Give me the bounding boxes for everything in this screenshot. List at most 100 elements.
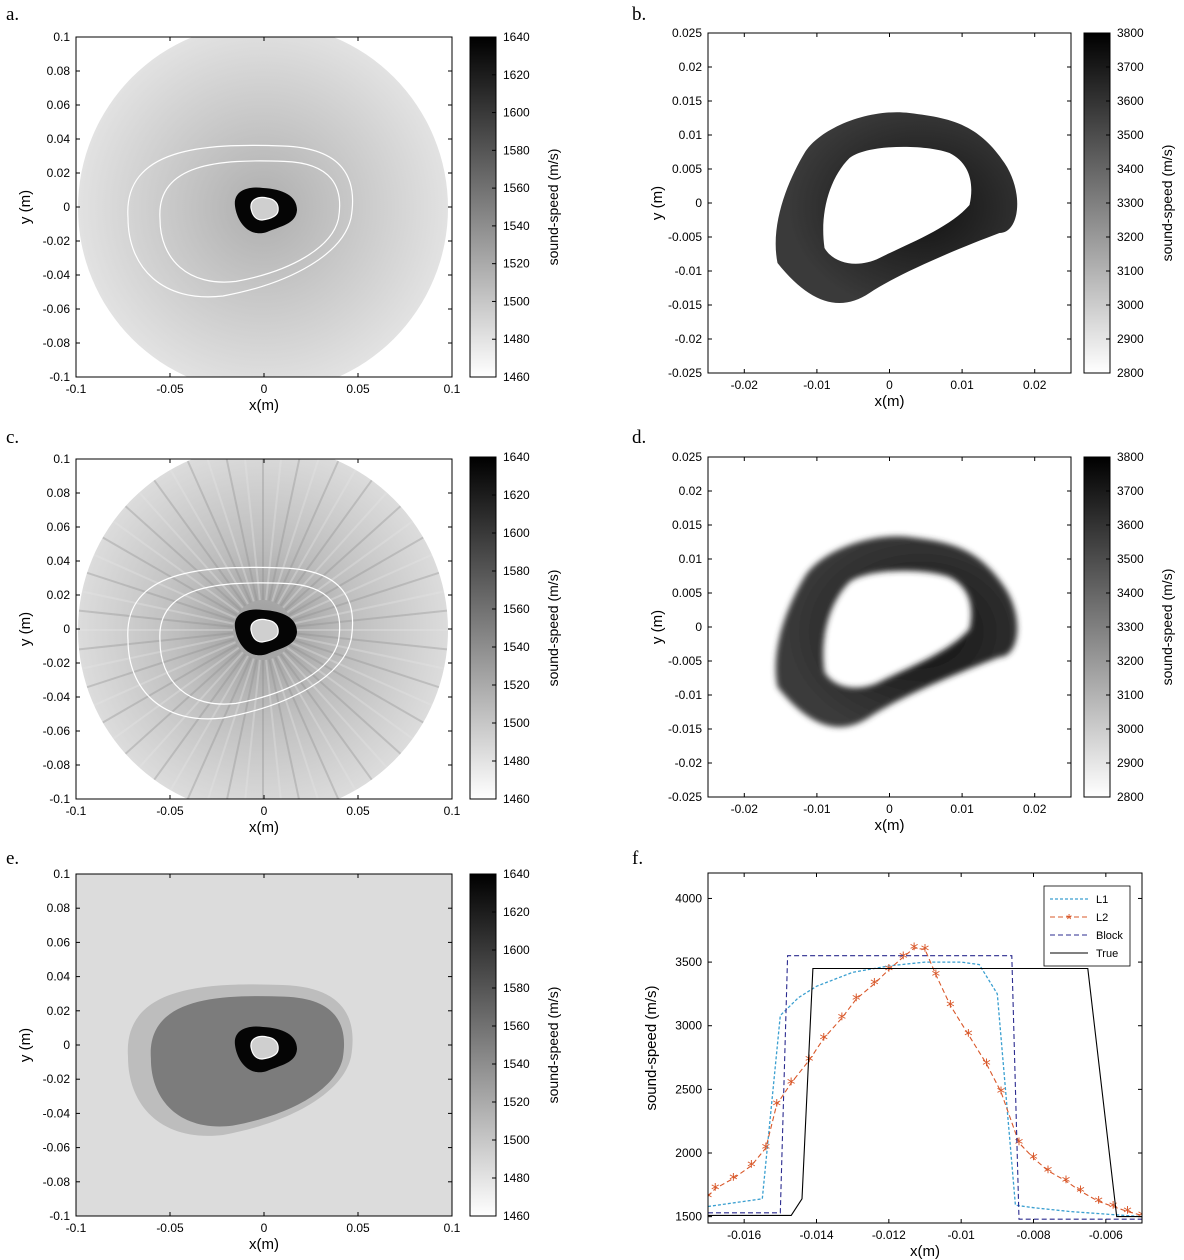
x-tick-label: 0 xyxy=(261,804,268,818)
colorbar xyxy=(469,873,497,1217)
marrow-region xyxy=(250,1035,279,1060)
series-point-l2: * xyxy=(838,1010,847,1030)
panel-label-d: d. xyxy=(632,427,647,448)
ray-artifact xyxy=(274,460,340,604)
colorbar-tick-label: 1500 xyxy=(503,716,530,730)
y-tick-label: -0.005 xyxy=(668,654,702,668)
ray-artifact xyxy=(112,646,240,740)
x-axis-label: x(m) xyxy=(875,393,905,410)
y-tick-label: -0.02 xyxy=(675,332,703,346)
colorbar-tick-label: 1600 xyxy=(503,106,530,120)
ray-artifact xyxy=(207,658,255,799)
ray-artifact xyxy=(291,638,440,689)
x-tick-label: -0.1 xyxy=(66,804,87,818)
x-tick-label: 0.1 xyxy=(444,382,461,396)
ray-artifact xyxy=(277,655,357,791)
y-tick-label: 0.025 xyxy=(672,450,702,464)
series-point-l2: * xyxy=(1044,1163,1053,1183)
colorbar-tick-label: 1580 xyxy=(503,981,530,995)
y-tick-label: -0.06 xyxy=(43,1141,71,1155)
y-axis-label: y (m) xyxy=(649,610,666,644)
ray-artifact xyxy=(271,459,320,602)
y-tick-label: -0.02 xyxy=(43,234,71,248)
ray-artifact xyxy=(284,505,402,611)
colorbar-tick-label: 1620 xyxy=(503,488,530,502)
legend-label: True xyxy=(1096,948,1118,960)
y-tick-label: 0.005 xyxy=(672,162,702,176)
colorbar-label: sound-speed (m/s) xyxy=(545,570,561,687)
ray-artifact xyxy=(268,659,300,799)
colorbar-tick-label: 3500 xyxy=(1117,552,1144,566)
colorbar-tick-label: 3400 xyxy=(1117,162,1144,176)
y-tick-label: 0.06 xyxy=(47,98,71,112)
ray-artifact xyxy=(284,649,402,755)
colorbar-tick-label: 3100 xyxy=(1117,688,1144,702)
ray-artifact xyxy=(292,632,448,651)
bone-section-b xyxy=(775,112,1018,303)
series-point-l2: * xyxy=(1123,1204,1132,1224)
series-point-l2: * xyxy=(704,1188,713,1208)
segmented-model-e xyxy=(76,874,452,1216)
colorbar-tick-label: 3800 xyxy=(1117,450,1144,464)
y-tick-label: 0.025 xyxy=(672,26,702,40)
x-tick-label: 0.01 xyxy=(950,378,974,392)
y-tick-label: 0.04 xyxy=(47,132,71,146)
y-tick-label: -0.02 xyxy=(43,656,71,670)
ray-artifact xyxy=(279,653,373,781)
axes-e: -0.1 -0.05 0 0.05 0.1 0.1 0.08 0.06 0.04 0.02 0 -0.… xyxy=(17,867,561,1253)
colorbar-tick-label: 3100 xyxy=(1117,264,1144,278)
colorbar-tick-label: 1580 xyxy=(503,564,530,578)
colorbar-tick-label: 1500 xyxy=(503,1133,530,1147)
ray-artifact xyxy=(86,638,235,689)
colorbar-tick-label: 3700 xyxy=(1117,60,1144,74)
colorbar-tick-label: 3000 xyxy=(1117,722,1144,736)
series-point-l2: * xyxy=(805,1052,814,1072)
colorbar-tick-label: 1480 xyxy=(503,754,530,768)
series-point-l2: * xyxy=(1015,1135,1024,1155)
ray-artifact xyxy=(277,469,357,605)
series-point-l2: * xyxy=(762,1140,771,1160)
panel-label-e: e. xyxy=(6,848,20,869)
legend-label: L1 xyxy=(1096,894,1108,906)
axes-d: -0.02 -0.01 0 0.01 0.02 0.025 0.02 0.015 0.01 0.0… xyxy=(649,450,1175,834)
ray-artifact xyxy=(286,520,414,614)
colorbar-tick-label: 1500 xyxy=(503,294,530,308)
y-tick-label: 0 xyxy=(63,622,70,636)
colorbar-tick-label: 3300 xyxy=(1117,620,1144,634)
colorbar-tick-label: 2800 xyxy=(1117,366,1144,380)
y-tick-label: 0.02 xyxy=(47,588,71,602)
x-axis-label: x(m) xyxy=(910,1243,940,1260)
skin-contour xyxy=(127,566,354,720)
colorbar-tick-label: 2900 xyxy=(1117,332,1144,346)
ray-artifact xyxy=(93,641,237,707)
y-tick-label: -0.1 xyxy=(49,792,70,806)
ray-artifact xyxy=(288,536,424,616)
x-tick-label: 0.1 xyxy=(444,1221,461,1235)
y-tick-label: -0.025 xyxy=(668,790,702,804)
x-tick-label: -0.01 xyxy=(947,1228,975,1242)
ray-artifact xyxy=(169,469,249,605)
y-axis-label: y (m) xyxy=(17,190,34,224)
x-tick-label: -0.006 xyxy=(1089,1228,1123,1242)
series-point-l2: * xyxy=(1062,1173,1071,1193)
y-tick-label: -0.08 xyxy=(43,1175,71,1189)
colorbar-tick-label: 1520 xyxy=(503,257,530,271)
series-point-l2: * xyxy=(870,976,879,996)
x-tick-label: 0.01 xyxy=(950,802,974,816)
x-tick-label: 0.02 xyxy=(1023,378,1047,392)
series-point-l2: * xyxy=(885,962,894,982)
x-tick-label: -0.05 xyxy=(156,804,184,818)
y-tick-label: 0.01 xyxy=(679,552,703,566)
y-tick-label: 0.02 xyxy=(679,484,703,498)
ray-artifact xyxy=(289,553,433,619)
ray-artifact xyxy=(86,571,235,622)
colorbar-tick-label: 1540 xyxy=(503,1057,530,1071)
x-tick-label: 0.05 xyxy=(346,804,370,818)
series-point-l2: * xyxy=(997,1084,1006,1104)
series-line-l1 xyxy=(708,961,1142,1218)
x-tick-label: 0 xyxy=(261,1221,268,1235)
x-tick-label: -0.014 xyxy=(799,1228,833,1242)
marrow-region xyxy=(250,618,279,643)
y-tick-label: 0 xyxy=(63,1038,70,1052)
